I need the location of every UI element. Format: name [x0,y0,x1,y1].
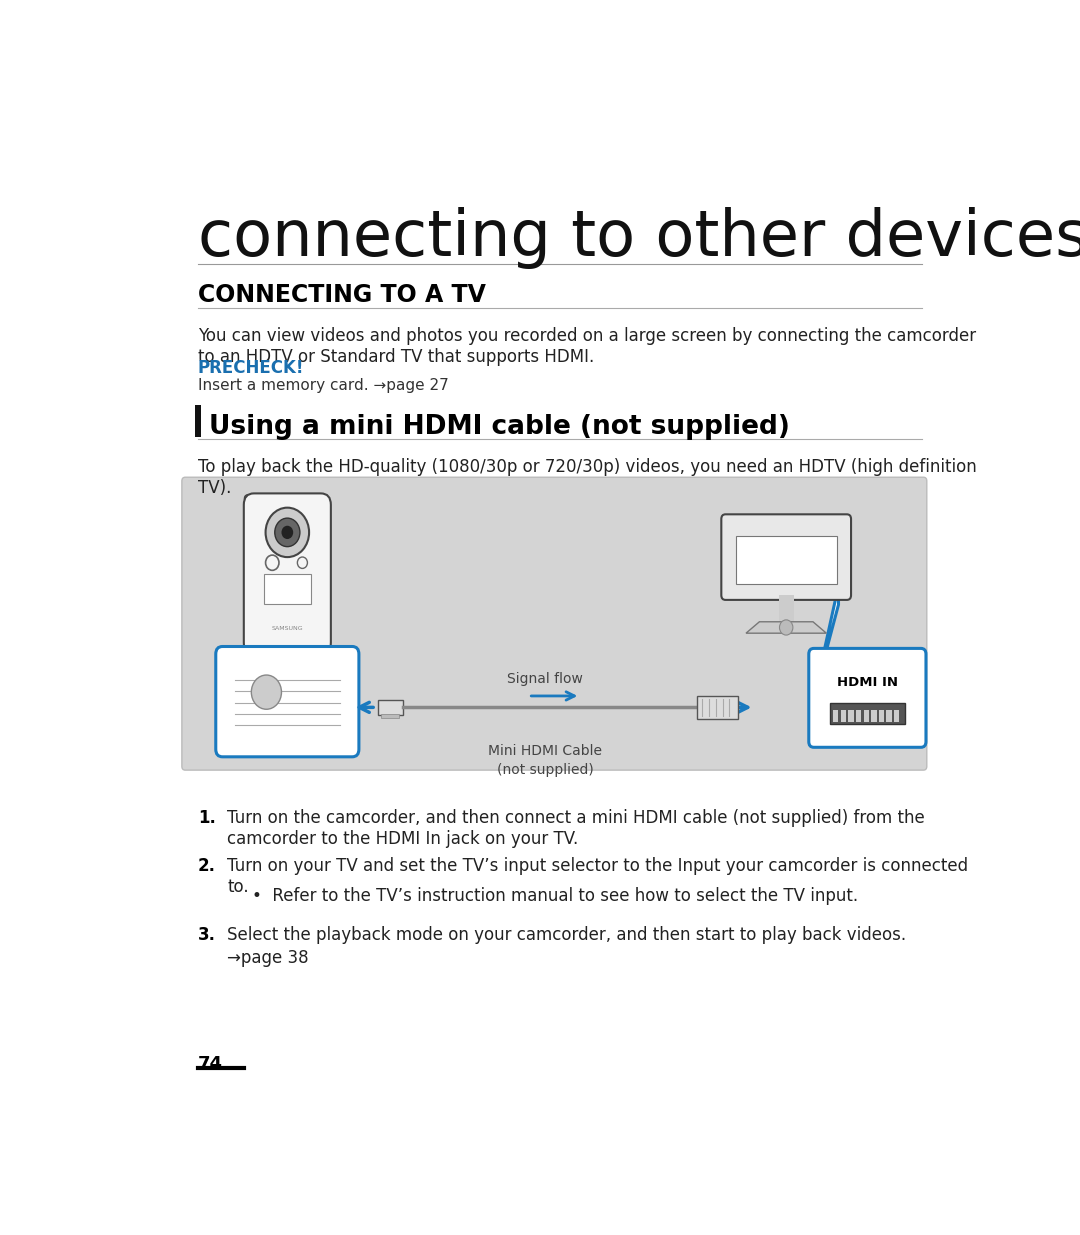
Bar [879,710,885,722]
Text: 74: 74 [198,1055,222,1072]
Bar [856,710,861,722]
Bar [378,700,403,715]
Text: 3.: 3. [198,926,216,944]
Text: PRECHECK!: PRECHECK! [198,359,305,378]
Text: camcorder to the HDMI In jack on your TV.: camcorder to the HDMI In jack on your TV… [227,830,578,848]
Bar [833,710,838,722]
Bar [698,697,738,719]
Bar [872,710,877,722]
Text: Signal flow: Signal flow [508,672,583,687]
FancyBboxPatch shape [181,477,927,771]
Text: Mini HDMI Cable
(not supplied): Mini HDMI Cable (not supplied) [488,745,603,777]
Polygon shape [814,585,838,698]
Text: 1.: 1. [198,809,216,827]
FancyBboxPatch shape [244,494,330,655]
Bar [848,710,853,722]
Bar [735,536,837,584]
Polygon shape [746,621,826,634]
Bar [829,703,905,724]
Text: Select the playback mode on your camcorder, and then start to play back videos.: Select the playback mode on your camcord… [227,926,906,944]
Bar [381,714,400,718]
Text: HDTV: HDTV [729,522,767,536]
Text: Turn on your TV and set the TV’s input selector to the Input your camcorder is c: Turn on your TV and set the TV’s input s… [227,857,968,874]
Text: Insert a memory card. →page 27: Insert a memory card. →page 27 [198,378,448,393]
Text: 2.: 2. [198,857,216,874]
Circle shape [274,519,300,547]
Text: TV).: TV). [198,479,231,498]
Circle shape [780,620,793,635]
FancyBboxPatch shape [809,648,926,747]
Text: Turn on the camcorder, and then connect a mini HDMI cable (not supplied) from th: Turn on the camcorder, and then connect … [227,809,924,827]
Bar [779,595,794,621]
Text: →page 38: →page 38 [227,948,309,967]
Text: to an HDTV or Standard TV that supports HDMI.: to an HDTV or Standard TV that supports … [198,348,594,366]
Text: connecting to other devices: connecting to other devices [198,207,1080,269]
Bar [264,574,311,604]
Text: •  Refer to the TV’s instruction manual to see how to select the TV input.: • Refer to the TV’s instruction manual t… [253,887,859,905]
Bar [894,710,900,722]
Bar [864,710,869,722]
Polygon shape [274,642,300,650]
Text: Camcorder: Camcorder [242,494,315,506]
Circle shape [252,676,282,709]
Circle shape [266,508,309,557]
Bar [840,710,846,722]
Bar [887,710,892,722]
Text: SAMSUNG: SAMSUNG [271,626,303,631]
Text: HDMI IN: HDMI IN [837,676,897,689]
Text: Using a mini HDMI cable (not supplied): Using a mini HDMI cable (not supplied) [210,415,791,441]
Text: to.: to. [227,878,248,895]
Text: To play back the HD-quality (1080/30p or 720/30p) videos, you need an HDTV (high: To play back the HD-quality (1080/30p or… [198,458,976,477]
Text: CONNECTING TO A TV: CONNECTING TO A TV [198,283,486,308]
Circle shape [282,526,293,538]
FancyBboxPatch shape [721,514,851,600]
Text: You can view videos and photos you recorded on a large screen by connecting the : You can view videos and photos you recor… [198,327,976,345]
Bar [195,405,201,437]
FancyBboxPatch shape [216,646,359,757]
